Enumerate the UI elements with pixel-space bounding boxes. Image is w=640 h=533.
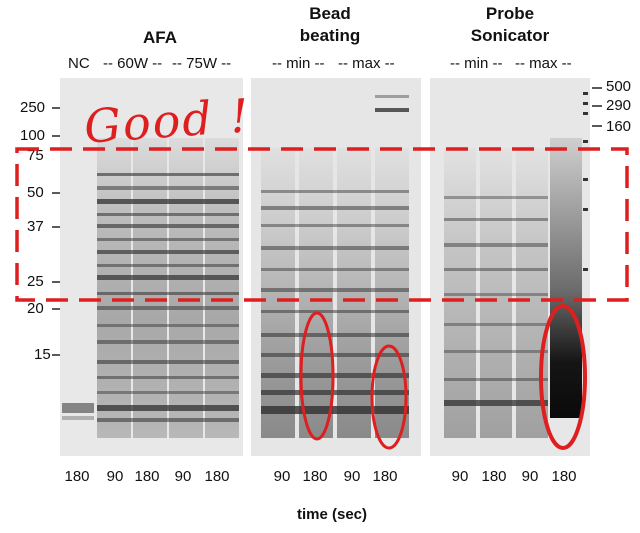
time-label: 90	[174, 468, 192, 485]
group-header-probe-sonicator: Probe Sonicator	[460, 3, 560, 47]
group-header-probe-line1: Probe	[485, 4, 535, 23]
ladder-label-100: 100	[20, 127, 46, 144]
subheader-probe-min: -- min --	[450, 55, 503, 72]
ladder-label-37: 37	[27, 218, 44, 235]
subheader-afa-75w: -- 75W --	[172, 55, 232, 72]
subheader-bead-max: -- max --	[338, 55, 395, 72]
subheader-nc: NC	[68, 55, 90, 72]
gel-bands-probe	[430, 78, 590, 456]
ladder-label-290: 290	[606, 97, 632, 114]
ladder-label-250: 250	[20, 99, 46, 116]
time-label: 180	[204, 468, 230, 485]
ladder-label-50: 50	[27, 184, 44, 201]
time-label: 90	[451, 468, 469, 485]
time-label: 90	[521, 468, 539, 485]
ladder-label-20: 20	[27, 300, 44, 317]
time-label: 90	[106, 468, 124, 485]
ladder-label-160: 160	[606, 118, 632, 135]
time-label: 180	[302, 468, 328, 485]
group-header-bead-line2: beating	[299, 26, 361, 45]
ladder-ticks-left	[52, 107, 60, 356]
group-header-probe-line2: Sonicator	[470, 26, 550, 45]
gel-panel-probe-sonicator	[430, 78, 590, 456]
time-label: 90	[343, 468, 361, 485]
gel-bands-bead	[251, 78, 421, 456]
subheader-probe-max: -- max --	[515, 55, 572, 72]
group-header-afa: AFA	[143, 28, 177, 47]
x-axis-label: time (sec)	[296, 506, 368, 523]
ladder-label-15: 15	[34, 346, 51, 363]
time-label: 180	[64, 468, 90, 485]
ladder-label-25: 25	[27, 273, 44, 290]
highlight-ellipse-bead-180	[299, 311, 335, 441]
gel-panel-bead-beating	[251, 78, 421, 456]
highlight-ellipse-probe-max	[539, 304, 587, 450]
gel-bands-afa	[60, 78, 243, 456]
time-label: 180	[134, 468, 160, 485]
group-header-bead-line1: Bead	[309, 4, 351, 23]
ladder-label-75: 75	[27, 147, 44, 164]
time-label: 180	[551, 468, 577, 485]
group-header-bead-beating: Bead beating	[280, 3, 380, 47]
time-label: 180	[372, 468, 398, 485]
ladder-ticks-right	[592, 87, 602, 127]
gel-panel-afa	[60, 78, 243, 456]
highlight-dashed-box	[15, 147, 629, 302]
subheader-afa-60w: -- 60W --	[103, 55, 163, 72]
subheader-bead-min: -- min --	[272, 55, 325, 72]
ladder-label-500: 500	[606, 78, 632, 95]
time-label: 180	[481, 468, 507, 485]
highlight-ellipse-bead-max	[370, 344, 408, 450]
time-label: 90	[273, 468, 291, 485]
